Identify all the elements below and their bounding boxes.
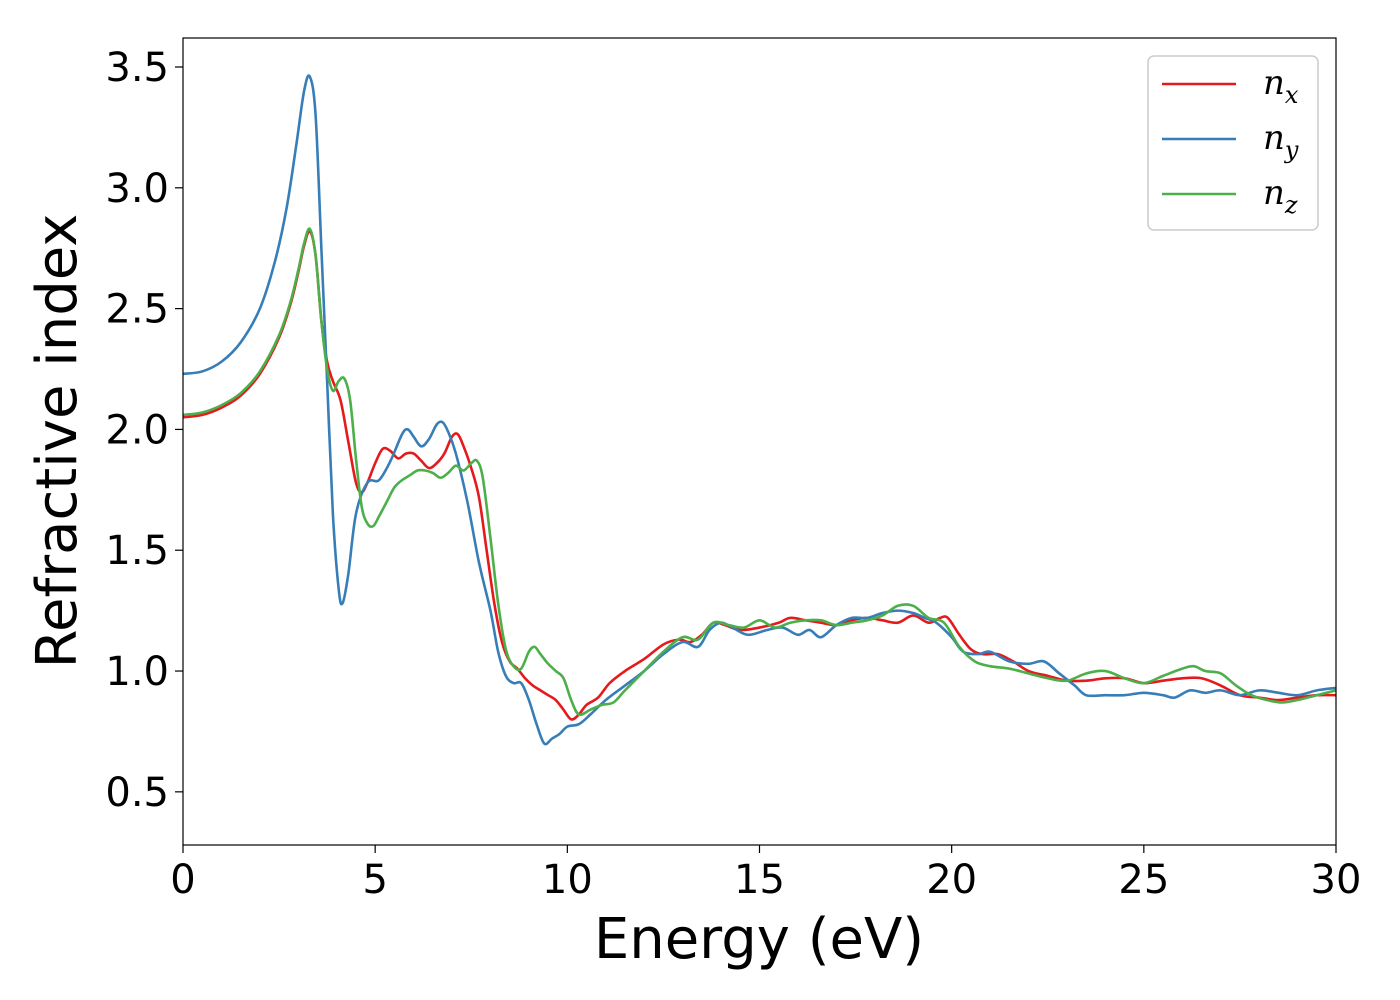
y-tick-label: 2.0 — [105, 407, 169, 453]
legend: nx ny nz — [1147, 55, 1319, 231]
y-tick-label: 2.5 — [105, 287, 169, 333]
x-tick-label: 0 — [170, 857, 195, 903]
x-axis-ticks: 0 5 10 15 20 25 30 — [170, 845, 1361, 903]
x-tick-label: 5 — [362, 857, 387, 903]
y-tick-label: 1.0 — [105, 649, 169, 695]
plot-background — [183, 38, 1336, 845]
legend-label-nz: nz — [1263, 173, 1298, 219]
legend-label-nx: nx — [1263, 63, 1299, 109]
x-tick-label: 25 — [1118, 857, 1169, 903]
series-layer — [182, 74, 1337, 746]
y-tick-label: 0.5 — [105, 770, 169, 816]
x-axis-title: Energy (eV) — [594, 907, 924, 972]
x-tick-label: 15 — [734, 857, 785, 903]
x-tick-label: 10 — [542, 857, 593, 903]
y-tick-label: 3.5 — [105, 45, 169, 91]
y-tick-label: 1.5 — [105, 528, 169, 574]
series-line-nx — [182, 229, 1337, 721]
y-axis-title: Refractive index — [25, 214, 90, 669]
y-tick-label: 3.0 — [105, 166, 169, 212]
y-axis-ticks: 0.5 1.0 1.5 2.0 2.5 3.0 3.5 — [105, 45, 183, 816]
x-tick-label: 20 — [926, 857, 977, 903]
series-line-nz — [182, 227, 1337, 717]
legend-box — [1147, 55, 1319, 231]
x-tick-label: 30 — [1311, 857, 1362, 903]
legend-label-ny: ny — [1263, 118, 1299, 164]
legend-entries: nx ny nz — [1162, 63, 1299, 219]
